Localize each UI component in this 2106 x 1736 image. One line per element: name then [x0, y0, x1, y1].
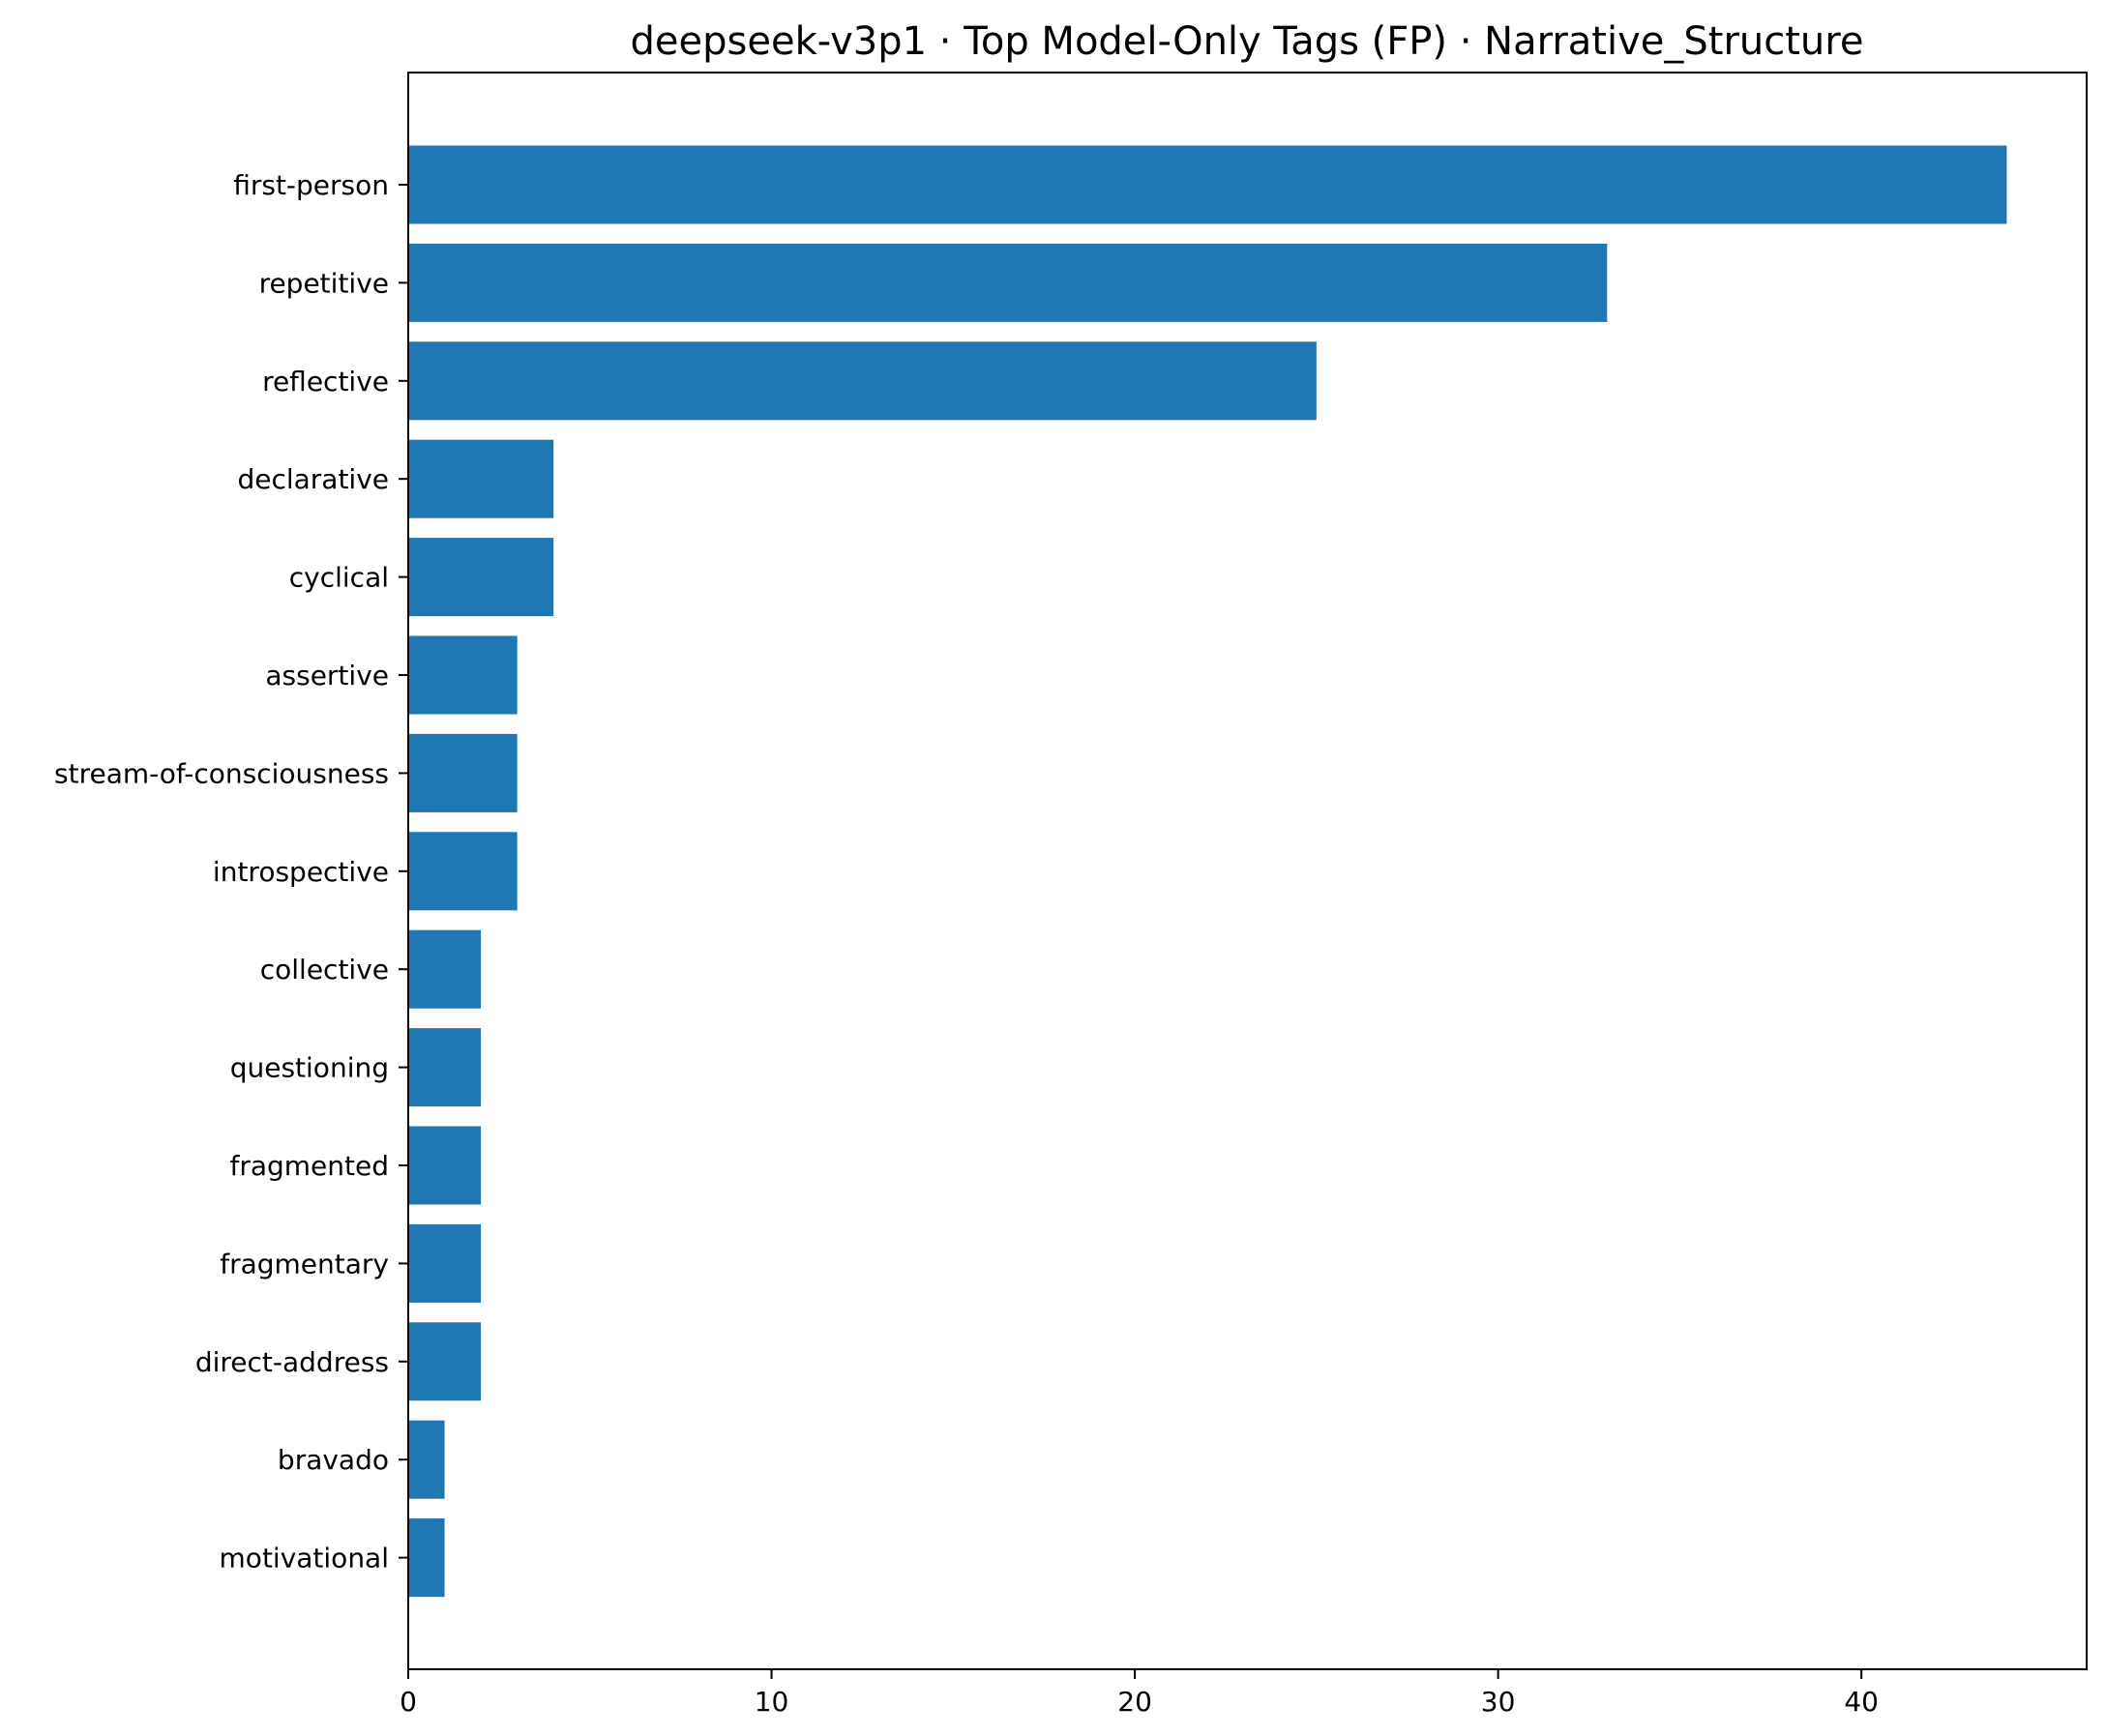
- x-tick-label-10: 10: [755, 1686, 789, 1718]
- bar-fragmented: [408, 1126, 482, 1205]
- bars-layer: [408, 145, 2007, 1598]
- x-tick-label-20: 20: [1117, 1686, 1152, 1718]
- y-tick-label-first-person: first-person: [233, 169, 389, 201]
- y-tick-label-bravado: bravado: [278, 1444, 389, 1476]
- y-tick-label-assertive: assertive: [265, 660, 389, 691]
- bar-cyclical: [408, 538, 554, 617]
- bar-reflective: [408, 341, 1317, 421]
- ticks-layer: first-person repetitive reflective declarat…: [54, 169, 1879, 1718]
- y-tick-label-collective: collective: [260, 954, 389, 986]
- y-tick-label-introspective: introspective: [213, 856, 389, 888]
- bar-first-person: [408, 145, 2007, 224]
- y-tick-label-cyclical: cyclical: [289, 562, 389, 594]
- bar-repetitive: [408, 243, 1608, 322]
- x-tick-label-0: 0: [400, 1686, 417, 1718]
- bar-collective: [408, 929, 482, 1009]
- bar-motivational: [408, 1518, 445, 1598]
- y-tick-label-stream-of-consciousness: stream-of-consciousness: [54, 757, 389, 789]
- bar-direct-address: [408, 1322, 482, 1401]
- x-tick-label-40: 40: [1844, 1686, 1879, 1718]
- bar-stream-of-consciousness: [408, 733, 518, 812]
- y-tick-label-motivational: motivational: [220, 1543, 389, 1574]
- y-tick-label-fragmentary: fragmentary: [220, 1248, 389, 1280]
- bar-introspective: [408, 832, 518, 911]
- plot-frame: [407, 72, 2088, 1670]
- bar-fragmentary: [408, 1223, 482, 1303]
- bar-assertive: [408, 635, 518, 715]
- y-tick-label-reflective: reflective: [262, 366, 389, 397]
- bar-declarative: [408, 439, 554, 518]
- x-tick-label-30: 30: [1481, 1686, 1516, 1718]
- bar-bravado: [408, 1420, 445, 1499]
- y-tick-label-fragmented: fragmented: [229, 1150, 389, 1182]
- bar-questioning: [408, 1028, 482, 1107]
- y-tick-label-declarative: declarative: [237, 463, 389, 495]
- y-tick-label-direct-address: direct-address: [195, 1346, 389, 1378]
- chart-title: deepseek-v3p1 · Top Model-Only Tags (FP)…: [631, 19, 1864, 64]
- y-tick-label-repetitive: repetitive: [259, 267, 389, 299]
- y-tick-label-questioning: questioning: [230, 1052, 389, 1084]
